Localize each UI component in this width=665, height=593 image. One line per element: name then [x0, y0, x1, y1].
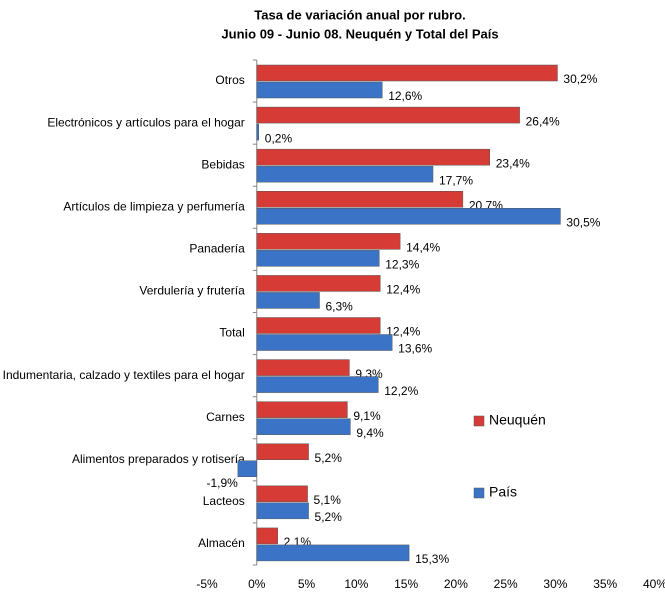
value-label: 5,1% [314, 493, 342, 507]
value-label: 12,2% [384, 384, 418, 398]
value-label: 0,2% [265, 131, 293, 145]
y-tick-label: Verdulería y frutería [139, 284, 245, 298]
bar [237, 460, 258, 477]
x-tick-label: 40% [643, 577, 665, 591]
x-tick-label: 5% [298, 577, 316, 591]
y-tick-label: Lacteos [203, 494, 245, 508]
y-tick-label: Almacén [198, 536, 245, 550]
value-label: 12,4% [386, 325, 420, 339]
bar [256, 64, 558, 82]
bar [256, 191, 464, 208]
value-label: 15,3% [415, 552, 449, 566]
value-label: 23,4% [496, 156, 530, 170]
legend-label: País [489, 484, 517, 500]
y-tick-label: Bebidas [201, 157, 244, 171]
value-label: -1,9% [207, 476, 239, 490]
bar [256, 443, 309, 460]
x-tick-label: 15% [394, 577, 418, 591]
y-tick-label: Otros [215, 73, 244, 87]
value-label: 30,2% [563, 72, 597, 86]
y-tick-label: Artículos de limpieza y perfumería [63, 199, 245, 213]
value-label: 13,6% [398, 342, 432, 356]
legend-label: Neuquén [489, 412, 546, 428]
bar [256, 502, 309, 520]
value-label: 17,7% [439, 173, 473, 187]
y-tick-label: Electrónicos y artículos para el hogar [47, 115, 244, 129]
bar [256, 359, 350, 376]
bar [256, 292, 320, 309]
x-tick-label: 35% [593, 577, 617, 591]
value-label: 6,3% [325, 300, 353, 314]
legend-swatch [473, 415, 485, 427]
value-label: 5,2% [315, 451, 343, 465]
bar [256, 81, 383, 99]
bar [256, 544, 410, 562]
bar [256, 208, 561, 225]
chart-subtitle: Junio 09 - Junio 08. Neuquén y Total del… [221, 26, 498, 41]
bar [256, 376, 379, 393]
value-label: 12,3% [385, 258, 419, 272]
y-tick-label: Total [219, 326, 244, 340]
value-label: 26,4% [526, 114, 560, 128]
x-tick-label: -5% [196, 577, 218, 591]
x-tick-label: 25% [494, 577, 518, 591]
legend-swatch [473, 487, 485, 499]
bar [256, 233, 401, 250]
value-label: 12,6% [388, 89, 422, 103]
y-tick-label: Alimentos preparados y rotisería [72, 452, 245, 466]
bar [256, 485, 308, 503]
y-tick-label: Carnes [206, 410, 245, 424]
chart-title: Tasa de variación anual por rubro. [254, 7, 465, 22]
bar [256, 148, 490, 166]
x-tick-label: 10% [344, 577, 368, 591]
bar [256, 527, 278, 545]
value-label: 9,1% [353, 409, 381, 423]
bar [256, 317, 381, 334]
value-label: 9,4% [356, 426, 384, 440]
bar [256, 106, 520, 124]
x-tick-label: 20% [444, 577, 468, 591]
bar [256, 334, 393, 351]
value-label: 14,4% [406, 241, 440, 255]
bar [256, 418, 351, 435]
value-label: 30,5% [566, 215, 600, 229]
bar [256, 275, 381, 292]
y-tick-label: Indumentaria, calzado y textiles para el… [3, 368, 245, 382]
x-tick-label: 30% [543, 577, 567, 591]
value-label: 12,4% [386, 283, 420, 297]
bar [256, 165, 434, 183]
value-label: 5,2% [315, 510, 343, 524]
y-tick-label: Panadería [189, 242, 245, 256]
bar [256, 123, 260, 141]
bar [256, 250, 380, 267]
x-tick-label: 0% [248, 577, 266, 591]
bar [256, 401, 348, 418]
